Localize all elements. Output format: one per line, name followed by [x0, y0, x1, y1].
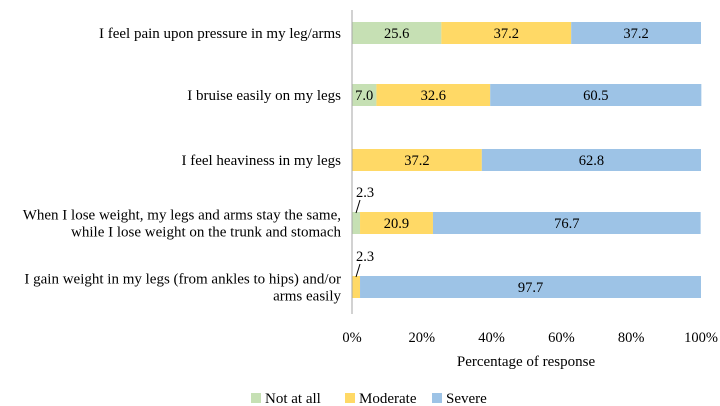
bar-segment-severe [360, 276, 701, 298]
category-label: When I lose weight, my legs and arms sta… [23, 208, 341, 224]
bar-segment-moderate [352, 276, 361, 298]
data-label: 37.2 [404, 153, 429, 169]
x-tick-label: 20% [409, 330, 436, 346]
bar-segment-severe [490, 84, 702, 106]
category-labels: I feel pain upon pressure in my leg/arms… [23, 26, 342, 305]
x-axis: 0% 20% 40% 60% 80% 100% [342, 10, 718, 346]
label-leader-line [355, 263, 361, 278]
bar-segment-moderate [441, 22, 572, 44]
data-label: 25.6 [384, 26, 409, 42]
category-label: while I lose weight on the trunk and sto… [71, 225, 341, 241]
data-label: 76.7 [554, 216, 579, 232]
data-label: 20.9 [384, 216, 409, 232]
legend: Not at all Moderate Severe [251, 391, 487, 406]
data-label: 60.5 [583, 88, 608, 104]
legend-swatch [345, 393, 355, 403]
data-label: 37.2 [623, 26, 648, 42]
legend-label: Moderate [359, 391, 417, 406]
x-tick-label: 80% [618, 330, 645, 346]
data-label: 62.8 [579, 153, 604, 169]
labels-layer: 25.6 37.2 37.2 7.0 32.6 60.5 37.2 62.8 2.3 20.9 76… [355, 26, 649, 296]
bar-segment-not-at-all [352, 22, 442, 44]
legend-label: Severe [446, 391, 487, 406]
bar-segment-moderate [360, 212, 433, 234]
legend-swatch [251, 393, 261, 403]
data-label: 7.0 [355, 88, 373, 104]
legend-swatch [432, 393, 442, 403]
data-label: 32.6 [421, 88, 446, 104]
bar-segment-not-at-all [352, 212, 361, 234]
data-label: 2.3 [356, 185, 374, 201]
x-tick-label: 100% [684, 330, 718, 346]
category-label: I feel heaviness in my legs [181, 153, 341, 169]
x-tick-label: 60% [548, 330, 575, 346]
bar-segment-severe [571, 22, 701, 44]
bar-segment-not-at-all [352, 84, 377, 106]
label-leader-line [355, 199, 361, 214]
bar-segment-severe [432, 212, 701, 234]
category-label: I bruise easily on my legs [187, 88, 341, 104]
data-label: 37.2 [494, 26, 519, 42]
bars-layer [352, 22, 702, 298]
x-axis-title: Percentage of response [457, 354, 596, 370]
category-label: I feel pain upon pressure in my leg/arms [99, 26, 341, 42]
data-label: 2.3 [356, 249, 374, 265]
category-label: arms easily [273, 289, 341, 305]
data-label: 97.7 [518, 280, 543, 296]
bar-segment-moderate [352, 149, 482, 171]
legend-label: Not at all [265, 391, 321, 406]
x-tick-label: 0% [342, 330, 361, 346]
category-label: I gain weight in my legs (from ankles to… [24, 272, 341, 288]
bar-segment-moderate [376, 84, 491, 106]
bar-segment-severe [481, 149, 701, 171]
x-tick-label: 40% [478, 330, 505, 346]
